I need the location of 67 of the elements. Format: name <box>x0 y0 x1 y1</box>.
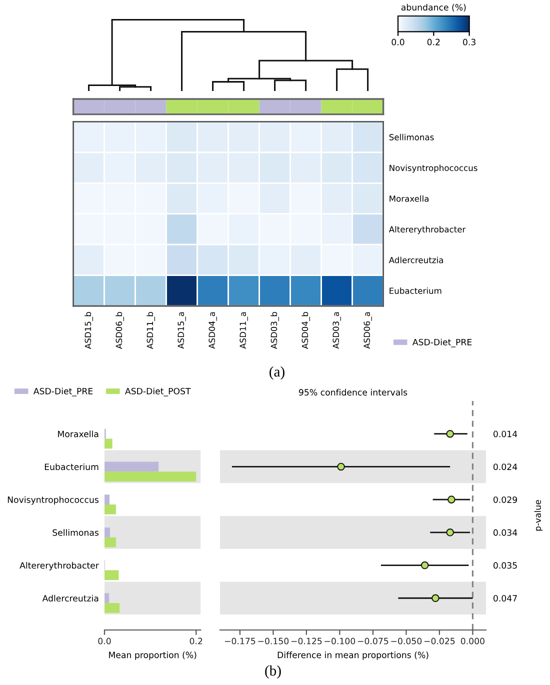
x-tick-label: −0.100 <box>324 638 356 644</box>
text: (b) <box>265 665 281 679</box>
x-tick-label: ASD15_a <box>178 312 186 349</box>
y2-tick-label: 0.024 <box>494 464 518 470</box>
bar <box>104 504 116 514</box>
x-axis-title: Mean proportion (%) <box>109 652 196 660</box>
point <box>446 430 454 438</box>
point <box>420 561 429 570</box>
x-tick-label: 0.000 <box>460 638 484 644</box>
y2-axis-title: p-value <box>534 500 543 531</box>
x-tick-label: ASD11_b <box>146 312 155 349</box>
y-tick-label: Moraxella <box>58 430 98 438</box>
x-tick-label: ASD03_b <box>270 312 279 349</box>
bar <box>104 593 110 604</box>
x-tick-label: −0.150 <box>258 638 289 644</box>
bar <box>104 494 110 504</box>
x-tick-label: 0.2 <box>190 638 202 644</box>
point <box>337 462 345 471</box>
point <box>448 496 456 504</box>
point <box>446 528 454 536</box>
chart-title: 95% confidence intervals <box>299 388 408 396</box>
y-tick-label: Altererythrobacter <box>20 562 99 570</box>
y-tick-label: Adlercreutzia <box>42 594 98 602</box>
x-tick-label: ASD04_a <box>208 312 217 349</box>
color-bar-label: 0.3 <box>463 38 476 46</box>
bar <box>104 603 120 613</box>
x-tick-label: −0.075 <box>358 638 388 644</box>
y-tick-label: Novisyntrophococcus <box>390 164 478 173</box>
y2-tick-label: 0.014 <box>494 430 518 438</box>
y-tick-label: Altererythrobacter <box>388 226 466 234</box>
y2-tick-label: 0.035 <box>494 562 517 569</box>
bar <box>104 462 159 472</box>
y-tick-label: Sellimonas <box>52 529 99 536</box>
y2-tick-label: 0.029 <box>494 496 517 503</box>
x-tick-label: −0.025 <box>424 638 455 644</box>
x-tick-label: ASD11_a <box>240 312 248 349</box>
x-tick-label: −0.125 <box>291 638 322 644</box>
legend-label: ASD-Diet_PRE <box>33 388 93 396</box>
x-tick-label: 0.0 <box>98 638 111 644</box>
bar <box>104 570 119 580</box>
y-tick-label: Moraxella <box>390 195 428 202</box>
y2-tick-label: 0.034 <box>494 529 518 536</box>
bar <box>104 472 196 482</box>
point <box>432 594 440 602</box>
x-tick-label: ASD06_b <box>116 312 124 349</box>
bar <box>104 438 112 449</box>
x-tick-label: ASD04_b <box>302 312 310 349</box>
legend-label: ASD-Diet_PRE <box>412 338 472 348</box>
color-bar-label: 0.0 <box>392 38 404 46</box>
y-tick-label: Adlercreutzia <box>388 256 443 264</box>
y-tick-label: Eubacterium <box>44 463 98 470</box>
x-tick-label: ASD15_b <box>84 312 93 349</box>
x-tick-label: ASD06_a <box>364 312 372 349</box>
bar <box>104 537 116 548</box>
color-bar-title: abundance (%) <box>401 4 466 12</box>
x-tick-label: −0.175 <box>224 638 256 644</box>
x-tick-label: −0.050 <box>391 638 422 644</box>
x-axis-title: Difference in mean proportions (%) <box>278 652 428 660</box>
x-tick-label: ASD03_a <box>332 312 341 349</box>
y-tick-label: Novisyntrophococcus <box>8 496 99 505</box>
bar <box>104 527 110 538</box>
text: (a) <box>270 366 284 380</box>
color-bar-label: 0.2 <box>427 38 440 46</box>
y2-tick-label: 0.047 <box>494 595 517 602</box>
y-tick-label: Eubacterium <box>390 287 442 294</box>
legend-label: ASD-Diet_POST <box>125 388 191 396</box>
y-tick-label: Sellimonas <box>389 134 434 140</box>
